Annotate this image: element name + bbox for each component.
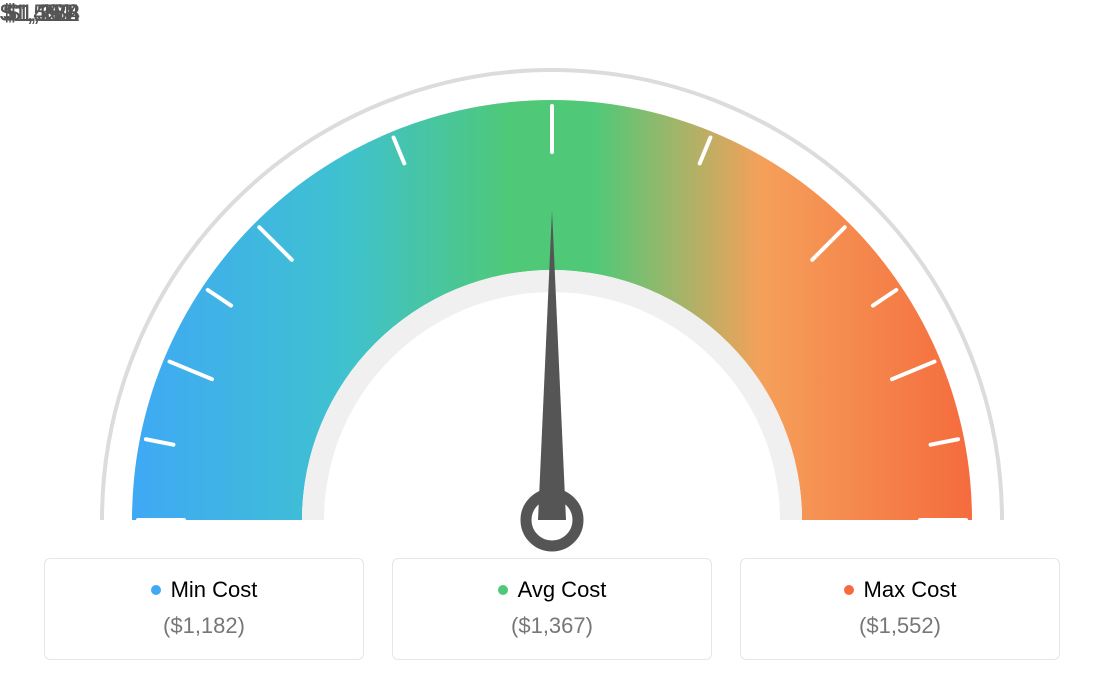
legend-card-avg: Avg Cost ($1,367) [392,558,712,660]
legend-title-text: Avg Cost [518,577,607,603]
gauge-area: $1,182$1,228$1,274$1,367$1,429$1,491$1,5… [0,0,1104,560]
legend: Min Cost ($1,182) Avg Cost ($1,367) Max … [0,558,1104,660]
legend-title-min: Min Cost [151,577,258,603]
legend-title-text: Max Cost [864,577,957,603]
legend-card-min: Min Cost ($1,182) [44,558,364,660]
cost-gauge-chart: $1,182$1,228$1,274$1,367$1,429$1,491$1,5… [0,0,1104,690]
gauge-svg [62,50,1042,570]
legend-value-max: ($1,552) [751,613,1049,639]
dot-icon [498,585,508,595]
legend-value-min: ($1,182) [55,613,353,639]
legend-title-text: Min Cost [171,577,258,603]
legend-value-avg: ($1,367) [403,613,701,639]
dot-icon [151,585,161,595]
legend-title-avg: Avg Cost [498,577,607,603]
legend-title-max: Max Cost [844,577,957,603]
dot-icon [844,585,854,595]
legend-card-max: Max Cost ($1,552) [740,558,1060,660]
tick-label: $1,552 [0,0,73,28]
